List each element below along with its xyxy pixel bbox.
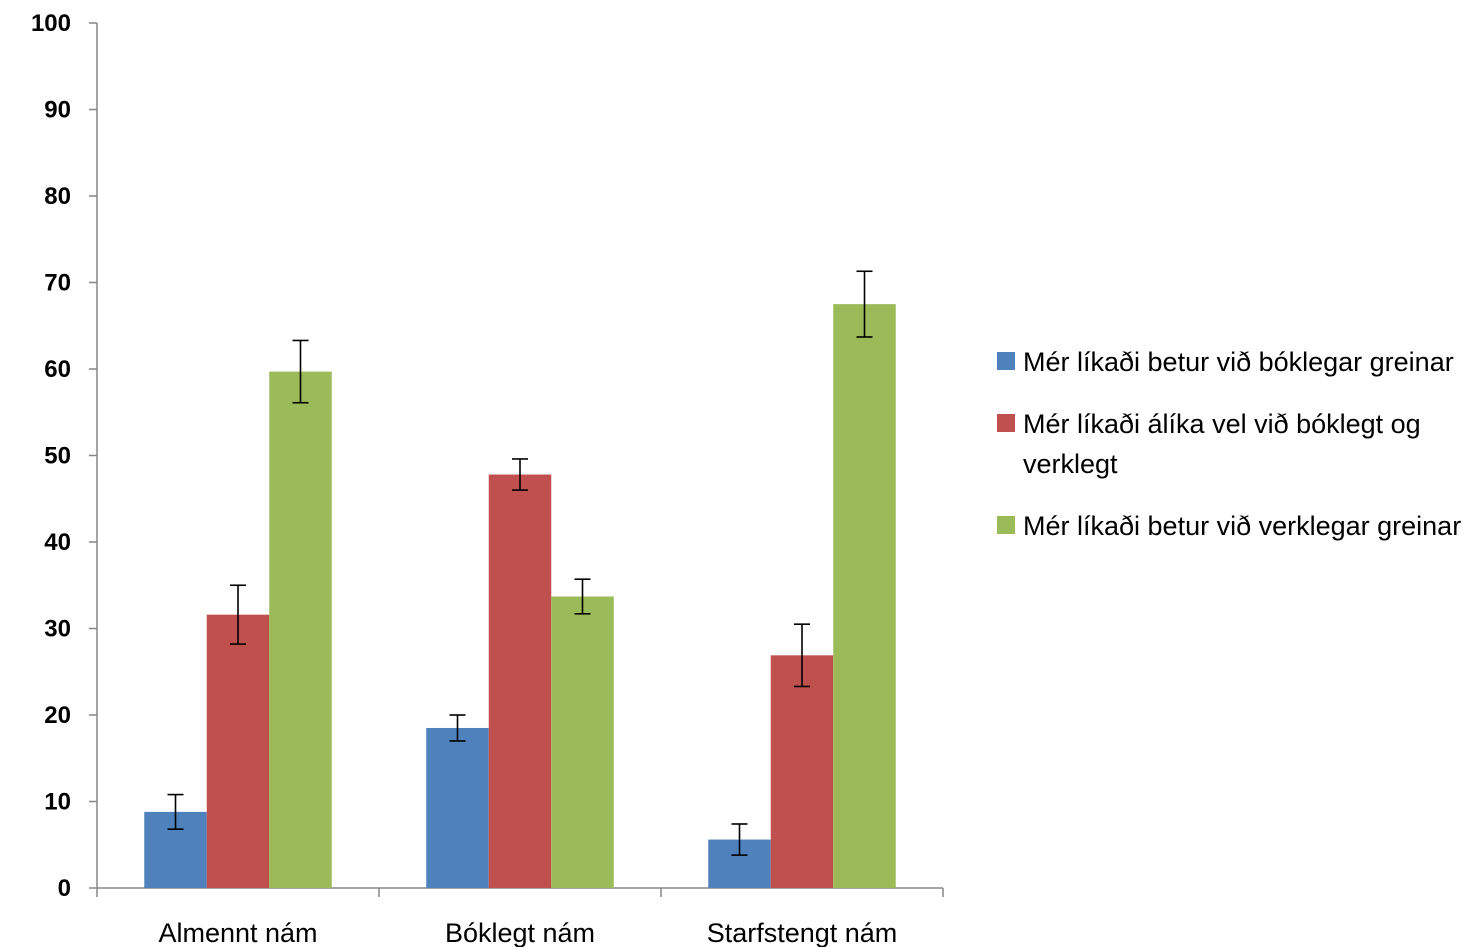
legend-swatch <box>997 516 1015 534</box>
bar <box>551 596 614 888</box>
legend-swatch <box>997 352 1015 370</box>
y-tick-label: 80 <box>44 183 71 210</box>
legend-item: Mér líkaði betur við verklegar greinar <box>997 506 1484 546</box>
bar <box>206 614 270 888</box>
y-tick-label: 20 <box>44 702 71 729</box>
y-tick-label: 90 <box>44 97 71 124</box>
y-tick-label: 40 <box>44 529 71 556</box>
y-tick-label: 70 <box>44 270 71 297</box>
bar <box>426 727 489 888</box>
legend-label: Mér líkaði álíka vel við bóklegt og verk… <box>1023 409 1421 479</box>
legend: Mér líkaði betur við bóklegar greinar Mér… <box>997 342 1484 568</box>
y-axis: 0 10 20 30 40 50 60 70 80 90 100 <box>31 10 98 902</box>
y-tick-label: 10 <box>44 789 71 816</box>
x-category-label: Bóklegt nám <box>445 918 595 947</box>
y-tick-label: 0 <box>58 875 71 902</box>
legend-label: Mér líkaði betur við bóklegar greinar <box>1023 347 1454 377</box>
legend-label: Mér líkaði betur við verklegar greinar <box>1023 511 1462 541</box>
y-tick-label: 50 <box>44 443 71 470</box>
y-tick-label: 100 <box>31 10 71 37</box>
x-axis: Almennt nám Bóklegt nám Starfstengt nám <box>96 887 944 947</box>
error-bars <box>167 270 873 856</box>
bar <box>833 304 896 888</box>
legend-item: Mér líkaði álíka vel við bóklegt og verk… <box>997 404 1484 484</box>
y-tick-label: 30 <box>44 616 71 643</box>
x-category-label: Almennt nám <box>158 918 317 947</box>
bar <box>770 655 834 888</box>
bar <box>488 474 552 888</box>
bar <box>269 371 332 889</box>
legend-swatch <box>997 414 1015 432</box>
y-tick-label: 60 <box>44 356 71 383</box>
legend-item: Mér líkaði betur við bóklegar greinar <box>997 342 1484 382</box>
x-category-label: Starfstengt nám <box>707 918 898 947</box>
bars <box>144 304 896 889</box>
